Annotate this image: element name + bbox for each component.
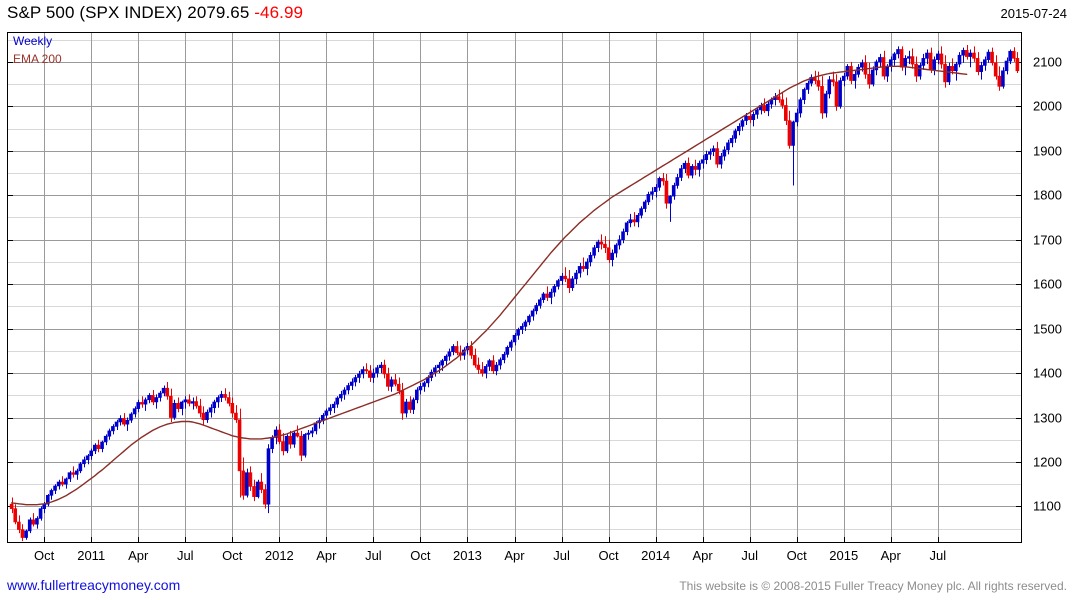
x-axis-tick-label: 2011 xyxy=(77,548,106,563)
x-axis-tick-label: Jul xyxy=(741,548,758,563)
x-axis-tick-label: 2014 xyxy=(641,548,671,563)
last-price: 2079.65 xyxy=(187,3,250,22)
axis-ticks xyxy=(8,62,1021,542)
y-axis-tick-label: 1500 xyxy=(1033,321,1062,337)
ema-200-line xyxy=(10,65,968,506)
y-axis-tick-label: 2100 xyxy=(1033,54,1062,70)
x-axis-tick-label: Jul xyxy=(929,548,947,563)
x-axis-tick-label: 2012 xyxy=(264,548,294,563)
candlestick-series xyxy=(9,45,1020,542)
minor-gridlines xyxy=(8,40,1021,530)
price-change: -46.99 xyxy=(254,3,304,22)
x-axis-tick-label: Jul xyxy=(365,548,382,563)
x-axis-tick-label: Apr xyxy=(316,548,337,563)
x-axis-tick-label: Oct xyxy=(598,548,619,563)
major-gridlines xyxy=(8,33,1021,542)
y-axis-tick-label: 1700 xyxy=(1033,232,1062,248)
y-axis-tick-label: 1600 xyxy=(1033,276,1062,292)
x-axis-tick-label: Oct xyxy=(410,548,431,563)
y-axis-tick-label: 2000 xyxy=(1033,98,1062,114)
y-axis-tick-label: 1800 xyxy=(1033,187,1062,203)
x-axis-tick-label: Apr xyxy=(692,548,713,563)
y-axis-tick-label: 1200 xyxy=(1033,454,1062,470)
legend-item-ema200: EMA 200 xyxy=(13,52,62,66)
legend-item-weekly: Weekly xyxy=(13,34,53,48)
page-title: S&P 500 (SPX INDEX) 2079.65 -46.99 xyxy=(7,3,303,23)
copyright-text: This website is © 2008-2015 Fuller Treac… xyxy=(679,579,1067,593)
x-axis-tick-label: Oct xyxy=(786,548,807,563)
x-axis-tick-label: Apr xyxy=(504,548,525,563)
instrument-name: S&P 500 (SPX INDEX) xyxy=(7,3,183,22)
as-of-date: 2015-07-24 xyxy=(1000,6,1068,21)
site-link[interactable]: www.fullertreacymoney.com xyxy=(7,577,181,593)
x-axis-tick-label: Apr xyxy=(128,548,149,563)
chart-header: S&P 500 (SPX INDEX) 2079.65 -46.99 2015-… xyxy=(0,0,1075,30)
x-axis-tick-label: Jul xyxy=(176,548,194,563)
x-axis-tick-label: Oct xyxy=(34,548,55,563)
x-axis-tick-label: Apr xyxy=(880,548,901,563)
chart-canvas xyxy=(8,33,1021,542)
y-axis-tick-label: 1900 xyxy=(1033,143,1062,159)
x-axis-tick-label: 2013 xyxy=(452,548,482,563)
y-axis-tick-label: 1400 xyxy=(1033,365,1062,381)
y-axis-tick-label: 1300 xyxy=(1033,410,1062,426)
x-axis-tick-label: 2015 xyxy=(829,548,859,563)
plot-area xyxy=(7,32,1022,543)
y-axis-tick-label: 1100 xyxy=(1033,498,1061,514)
x-axis-tick-label: Jul xyxy=(553,548,570,563)
x-axis-tick-label: Oct xyxy=(222,548,243,563)
